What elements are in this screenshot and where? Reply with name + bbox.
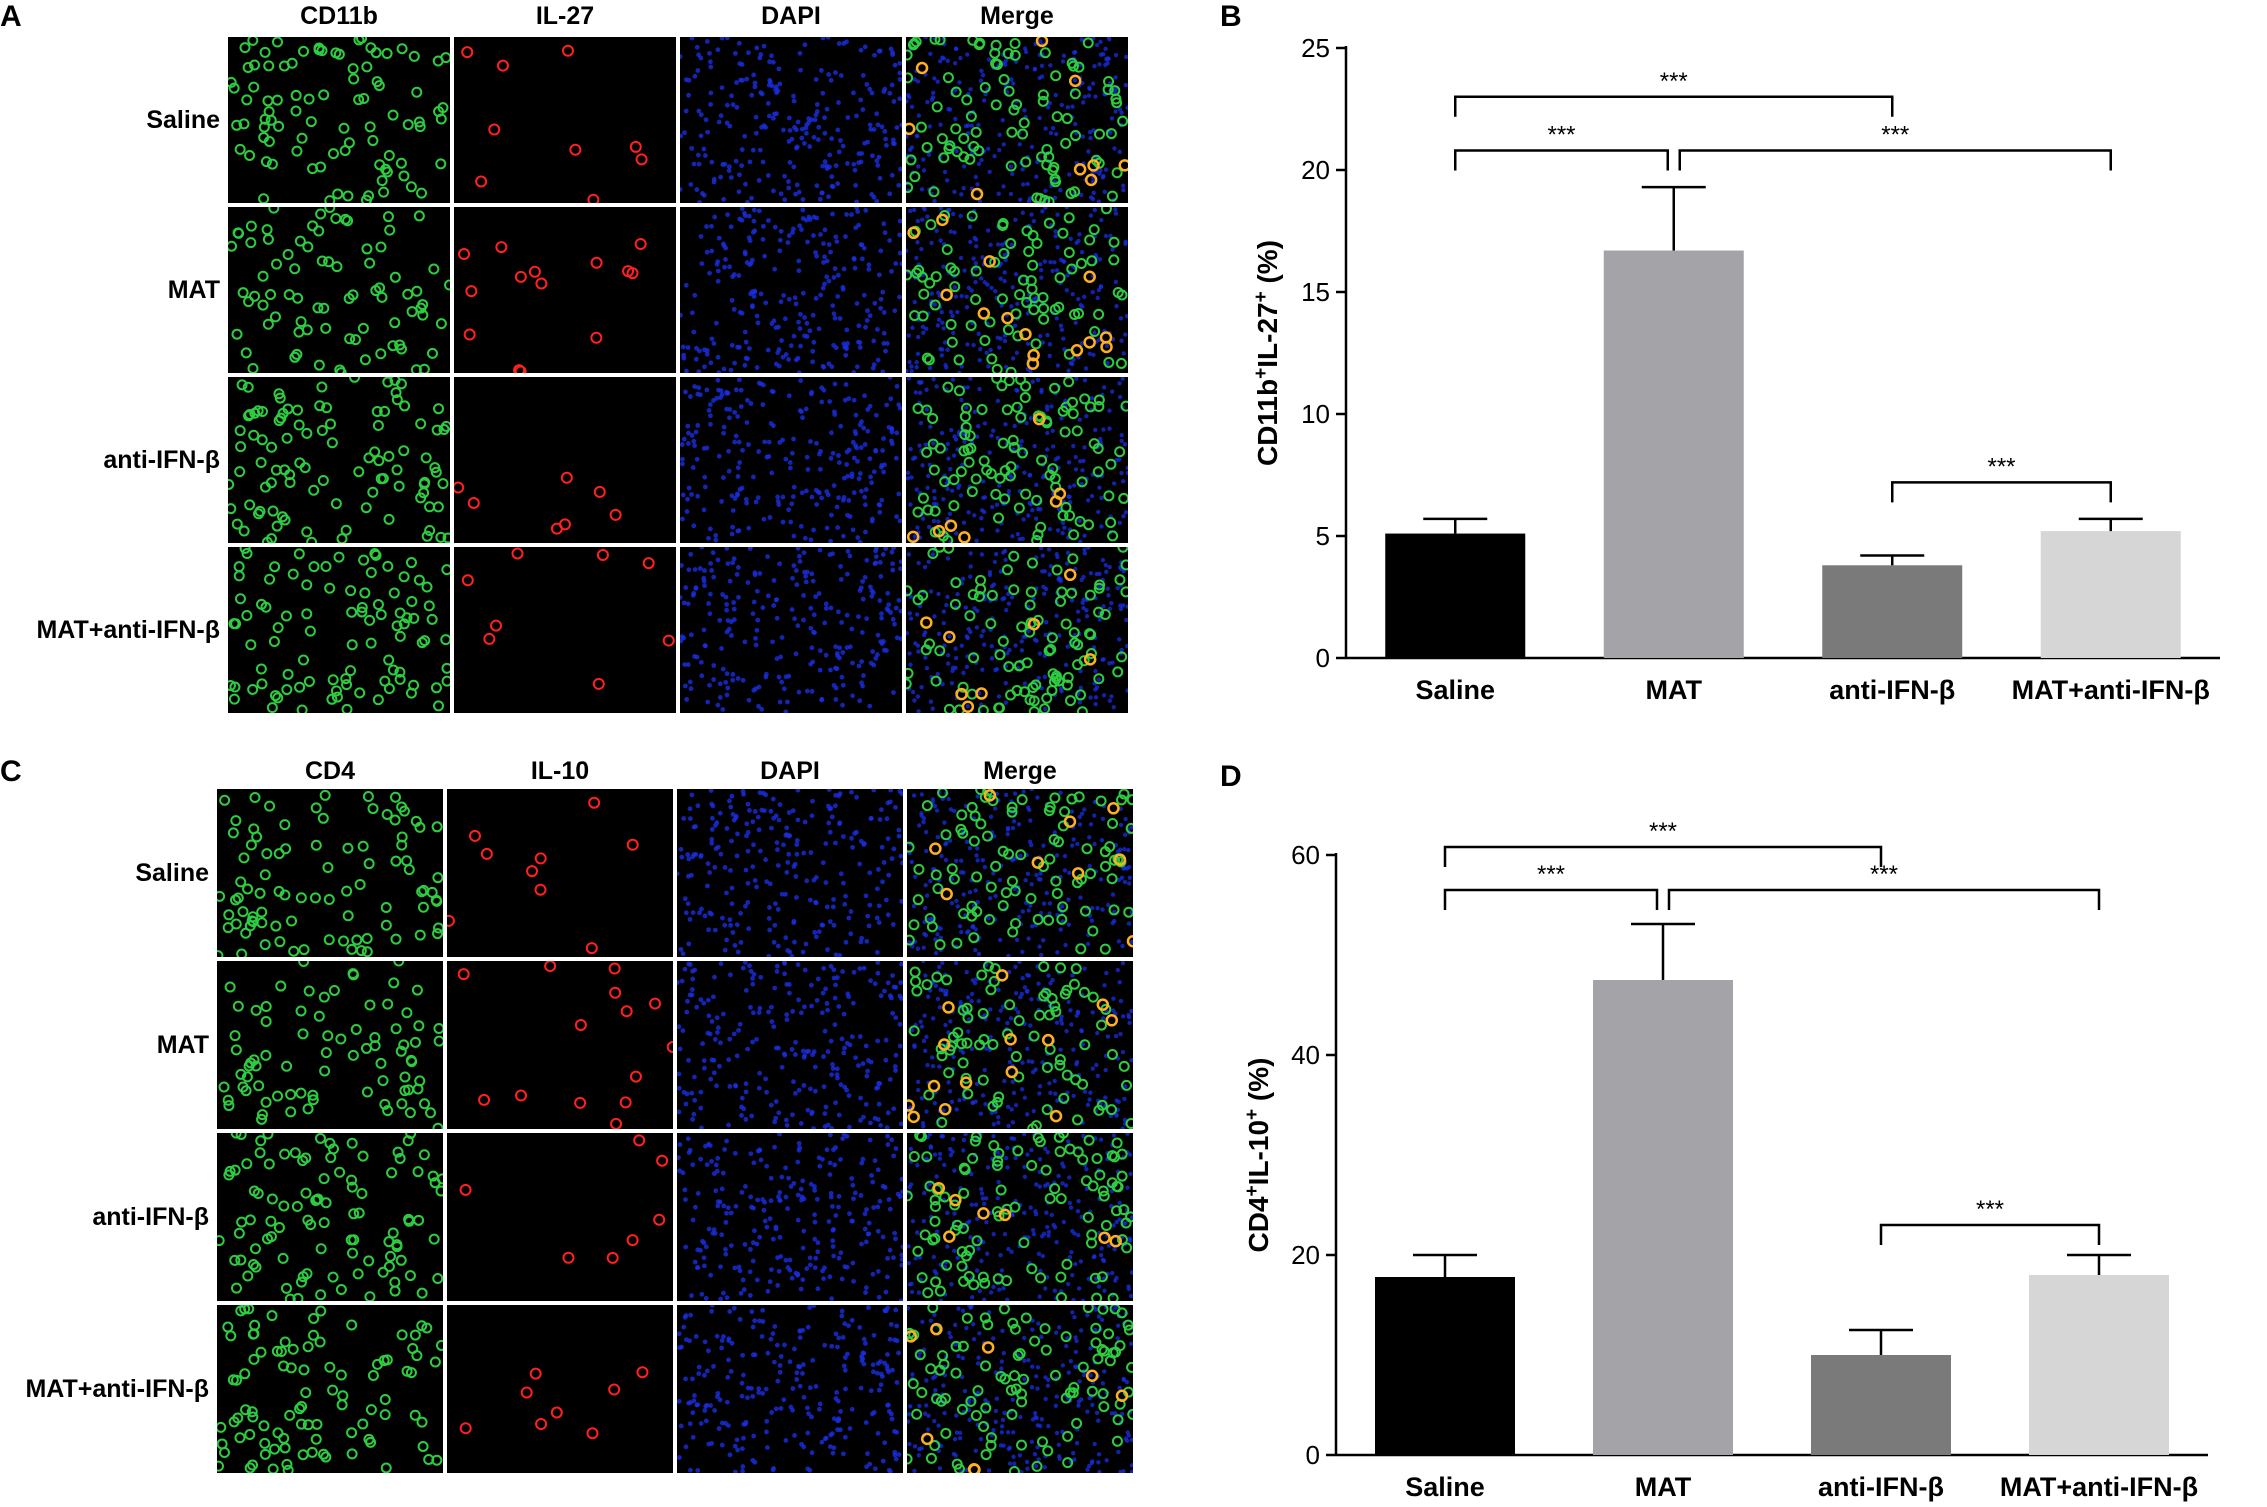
column-label: Merge [983,757,1057,785]
micrograph-dapi-saline [677,789,903,957]
significance-bracket [1879,1223,2101,1245]
row-label: MAT [156,1031,209,1059]
micrograph-cd11b-mat-anti-ifn- [228,547,450,713]
micrograph-merge-anti-ifn- [907,1133,1133,1301]
micrograph-dapi-mat [680,207,902,373]
micrograph-dapi-anti-ifn- [680,377,902,543]
y-tick-label: 20 [1291,1240,1320,1270]
micrograph-merge-saline [907,789,1133,957]
micrograph-il-10-anti-ifn- [447,1133,673,1301]
y-tick-label: 20 [1301,155,1330,185]
significance-bracket [1443,888,1659,910]
significance-bracket [1443,845,1883,867]
bar-2 [1822,565,1963,658]
panel-letter-d: D [1220,760,1242,793]
row-label: MAT+anti-IFN-β [36,616,220,644]
x-tick-label: MAT+anti-IFN-β [2012,675,2210,705]
column-label: CD11b [300,2,378,30]
bar-chart-d: 0 20 40 60 CD4+IL-10+ (%) Saline MAT anti-IFN-β… [1242,818,2208,1502]
bar-3 [2040,531,2181,658]
x-tick-label: Saline [1415,675,1495,705]
panel-letter-b: B [1220,0,1242,33]
y-tick-label: 15 [1301,277,1330,307]
x-tick-label: MAT [1635,1472,1692,1502]
micrograph-dapi-mat-anti-ifn- [677,1305,903,1473]
micrograph-cd4-saline [217,789,443,957]
x-tick-label: anti-IFN-β [1829,675,1955,705]
significance-bracket [1454,149,1669,171]
row-label: anti-IFN-β [103,446,220,474]
micrograph-il-27-mat [454,207,676,373]
micrograph-il-10-saline [447,789,673,957]
micrograph-merge-saline [906,37,1128,203]
significance-label: *** [1976,1196,2004,1223]
micrograph-merge-anti-ifn- [906,377,1128,543]
row-label: anti-IFN-β [92,1203,209,1231]
x-tick-label: Saline [1405,1472,1485,1502]
micrograph-dapi-mat-anti-ifn- [680,547,902,713]
micrograph-il-27-anti-ifn- [454,377,676,543]
bar-1 [1593,980,1733,1455]
column-label: Merge [980,2,1054,30]
bar-2 [1811,1355,1951,1455]
micrograph-cd4-anti-ifn- [217,1133,443,1301]
significance-bracket [1667,888,2101,910]
y-axis-label: CD4+IL-10+ (%) [1242,1058,1275,1253]
column-label: DAPI [760,757,820,785]
micrograph-merge-mat [906,207,1128,373]
micrograph-il-27-saline [454,37,676,203]
bar-0 [1375,1277,1515,1455]
column-label: DAPI [761,2,821,30]
y-tick-label: 0 [1306,1440,1320,1470]
micrograph-merge-mat [907,961,1133,1129]
micrograph-cd11b-mat [228,207,450,373]
x-tick-label: MAT+anti-IFN-β [2000,1472,2198,1502]
y-tick-label: 0 [1316,643,1330,673]
x-tick-label: MAT [1646,675,1703,705]
micrograph-il-10-mat-anti-ifn- [447,1305,673,1473]
significance-label: *** [1660,68,1688,95]
significance-label: *** [1537,861,1565,888]
significance-label: *** [1547,121,1575,148]
micrograph-dapi-anti-ifn- [677,1133,903,1301]
column-label: IL-10 [530,757,590,785]
micrograph-cd4-mat-anti-ifn- [217,1305,443,1473]
panel-letter-a: A [0,0,22,33]
column-label: CD4 [304,757,355,785]
y-tick-label: 5 [1316,521,1330,551]
micrograph-dapi-mat [677,961,903,1129]
y-tick-label: 60 [1291,840,1320,870]
row-label: MAT [167,276,220,304]
micrograph-cd11b-saline [228,37,450,203]
bar-0 [1385,533,1526,658]
micrograph-il-27-mat-anti-ifn- [454,547,676,713]
row-label: Saline [146,106,220,134]
significance-label: *** [1649,818,1677,845]
significance-bracket [1678,149,2112,171]
y-axis-label: CD11b+IL-27+ (%) [1251,240,1284,466]
y-tick-label: 10 [1301,399,1330,429]
y-tick-label: 25 [1301,33,1330,63]
micrograph-il-10-mat [447,961,673,1129]
column-label: IL-27 [535,2,595,30]
micrograph-merge-mat-anti-ifn- [907,1305,1133,1473]
micrograph-cd11b-anti-ifn- [228,377,450,543]
significance-bracket [1454,95,1894,117]
micrograph-merge-mat-anti-ifn- [906,547,1128,713]
bar-chart-b: 0 5 10 15 20 25 CD11b+IL-27+ (%) Saline MAT anti-… [1251,33,2220,705]
bar-3 [2029,1275,2169,1455]
micrograph-dapi-saline [680,37,902,203]
panel-letter-c: C [0,755,22,788]
significance-bracket [1891,481,2112,503]
row-label: MAT+anti-IFN-β [25,1375,209,1403]
micrograph-cd4-mat [217,961,443,1129]
y-tick-label: 40 [1291,1040,1320,1070]
bar-1 [1603,250,1744,658]
significance-label: *** [1870,861,1898,888]
significance-label: *** [1881,121,1909,148]
significance-label: *** [1987,453,2015,480]
x-tick-label: anti-IFN-β [1818,1472,1944,1502]
row-label: Saline [135,859,209,887]
